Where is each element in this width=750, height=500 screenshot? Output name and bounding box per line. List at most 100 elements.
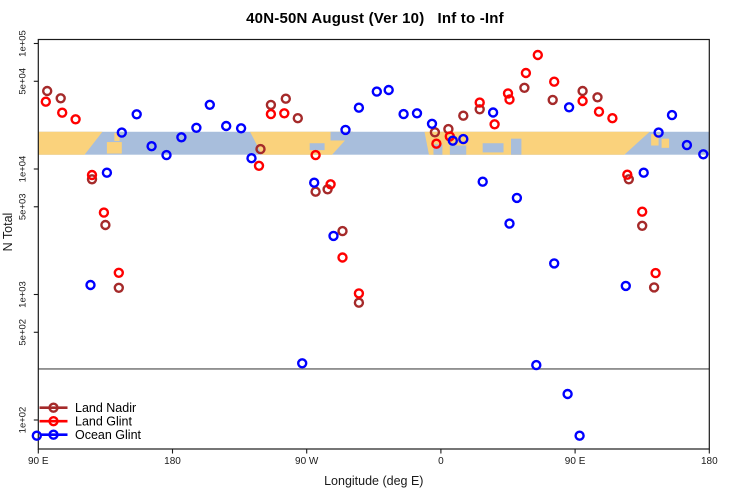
chart-title: 40N-50N August (Ver 10) Inf to -Inf: [246, 10, 504, 27]
data-point-land-nadir: [577, 85, 588, 97]
y-tick-label: 1e+02: [18, 407, 29, 434]
data-point-land-nadir: [648, 282, 660, 293]
data-point-land-nadir: [292, 112, 303, 124]
data-point-land-glint: [113, 267, 125, 278]
map-band-ocean-patch: [449, 145, 467, 155]
data-point-land-glint: [279, 108, 290, 119]
data-point-ocean-glint: [353, 102, 365, 113]
y-tick-label: 1e+03: [18, 281, 29, 308]
data-point-land-nadir: [280, 93, 291, 104]
data-point-ocean-glint: [371, 86, 382, 97]
data-point-ocean-glint: [146, 140, 157, 152]
map-band-land-patch: [661, 138, 670, 148]
data-point-ocean-glint: [411, 108, 423, 119]
x-tick-label: 180: [164, 456, 181, 467]
data-point-ocean-glint: [328, 230, 339, 242]
data-point-land-nadir: [42, 85, 53, 97]
map-band-land-patch: [114, 132, 120, 141]
data-point-ocean-glint: [698, 149, 709, 160]
data-point-land-nadir: [100, 219, 111, 231]
data-point-land-glint: [577, 95, 588, 107]
data-point-land-glint: [98, 207, 110, 218]
data-point-land-nadir: [429, 127, 441, 138]
data-point-ocean-glint: [620, 280, 631, 292]
data-point-ocean-glint: [204, 99, 216, 111]
map-band-land-patch: [106, 142, 122, 154]
legend-marker: [48, 416, 59, 427]
data-point-ocean-glint: [383, 84, 394, 96]
y-tick-label: 5e+04: [18, 68, 29, 95]
data-point-land-nadir: [255, 143, 266, 155]
data-point-land-glint: [637, 206, 648, 217]
data-point-land-nadir: [55, 93, 66, 104]
data-point-land-glint: [504, 94, 515, 105]
data-point-ocean-glint: [235, 123, 247, 134]
data-point-ocean-glint: [309, 177, 320, 188]
data-point-ocean-glint: [574, 430, 585, 441]
data-point-ocean-glint: [562, 388, 573, 400]
data-point-land-glint: [650, 267, 661, 279]
data-point-land-glint: [337, 252, 348, 263]
data-point-land-nadir: [623, 174, 634, 185]
data-point-land-glint: [57, 107, 68, 118]
data-point-ocean-glint: [85, 279, 96, 291]
data-point-land-glint: [607, 112, 618, 124]
data-point-land-glint: [431, 138, 442, 149]
data-point-land-glint: [253, 160, 265, 172]
data-point-ocean-glint: [297, 358, 308, 369]
data-point-ocean-glint: [458, 133, 469, 145]
data-point-land-glint: [520, 67, 532, 79]
y-tick-label: 5e+03: [18, 193, 29, 220]
data-point-ocean-glint: [531, 359, 542, 371]
data-point-land-glint: [40, 96, 51, 107]
x-tick-label: 90 E: [28, 456, 49, 467]
data-point-land-glint: [622, 169, 633, 180]
data-point-ocean-glint: [246, 152, 257, 164]
data-point-land-nadir: [592, 92, 603, 103]
x-tick-label: 0: [438, 456, 444, 467]
data-point-land-nadir: [474, 104, 485, 115]
data-point-land-nadir: [519, 82, 530, 94]
data-point-land-nadir: [337, 225, 348, 237]
y-tick-label: 1e+05: [18, 30, 29, 57]
data-point-ocean-glint: [447, 135, 458, 146]
map-band-land-patch: [651, 134, 659, 146]
x-axis-title: Longitude (deg E): [324, 474, 423, 488]
data-point-ocean-glint: [666, 109, 678, 121]
map-band-land: [424, 131, 650, 155]
data-point-ocean-glint: [504, 218, 515, 229]
data-point-land-glint: [593, 106, 605, 117]
data-point-land-glint: [310, 149, 321, 161]
data-point-ocean-glint: [220, 120, 232, 132]
data-point-ocean-glint: [477, 176, 488, 187]
data-point-ocean-glint: [426, 118, 438, 130]
data-point-land-nadir: [86, 174, 98, 185]
data-point-land-glint: [325, 179, 336, 190]
data-point-land-nadir: [113, 282, 125, 293]
data-point-ocean-glint: [161, 149, 172, 161]
data-point-ocean-glint: [131, 109, 142, 120]
data-point-land-nadir: [547, 94, 558, 106]
x-tick-label: 90 E: [565, 456, 586, 467]
data-point-ocean-glint: [176, 132, 187, 143]
data-point-ocean-glint: [511, 192, 523, 204]
map-band-ocean-patch: [330, 131, 353, 141]
data-point-land-glint: [489, 119, 500, 130]
x-tick-label: 180: [701, 456, 718, 467]
data-point-land-glint: [532, 49, 543, 61]
y-axis-title: N Total: [1, 213, 15, 252]
legend-label: Land Glint: [75, 415, 133, 429]
data-point-land-glint: [265, 108, 277, 120]
data-point-land-glint: [353, 288, 365, 299]
data-point-land-glint: [549, 76, 560, 87]
data-point-land-nadir: [458, 110, 469, 121]
legend-marker: [48, 402, 59, 413]
data-point-land-glint: [502, 88, 514, 99]
data-point-ocean-glint: [101, 167, 113, 178]
data-point-ocean-glint: [340, 124, 351, 136]
x-tick-label: 90 W: [295, 456, 319, 467]
legend-label: Land Nadir: [75, 401, 136, 415]
map-band-ocean-patch: [433, 144, 443, 155]
